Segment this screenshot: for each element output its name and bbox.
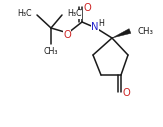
Text: N: N (91, 22, 99, 32)
Text: H: H (98, 19, 104, 28)
Text: H₃C: H₃C (67, 10, 82, 19)
Polygon shape (112, 29, 131, 38)
Text: O: O (63, 30, 71, 40)
Text: O: O (83, 3, 91, 13)
Text: CH₃: CH₃ (137, 27, 153, 36)
Text: H₃C: H₃C (17, 10, 32, 19)
Text: O: O (122, 88, 130, 98)
Text: CH₃: CH₃ (44, 46, 58, 55)
